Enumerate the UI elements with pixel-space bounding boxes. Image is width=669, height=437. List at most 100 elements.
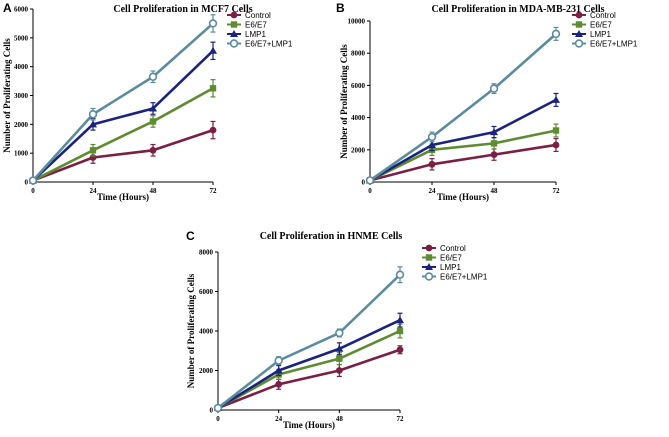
legend-label: E6/E7: [440, 254, 462, 263]
chart-title: Cell Proliferation in MDA-MB-231 Cells: [431, 4, 604, 15]
data-point: [552, 127, 560, 134]
y-tick-label: 6000: [199, 288, 214, 296]
data-point: [489, 84, 499, 93]
series-line: [32, 128, 214, 182]
y-axis-title: Number of Proliferating Cells: [186, 273, 196, 388]
data-point: [274, 356, 283, 365]
series-line: [369, 143, 557, 182]
legend-label: E6/E7+LMP1: [245, 40, 293, 49]
legend-marker: [575, 21, 583, 28]
legend-marker: [230, 11, 238, 19]
data-point: [365, 176, 375, 185]
series-line: [369, 129, 557, 182]
legend-marker: [425, 263, 433, 270]
data-point: [335, 344, 344, 352]
y-tick-label: 8000: [199, 249, 214, 257]
chart-panel-c: C Cell Proliferation in HNME Cells 0 24 48 72…: [186, 229, 488, 430]
data-point: [490, 128, 498, 136]
data-point: [149, 118, 157, 125]
x-tick-label: 0: [31, 187, 35, 195]
series-line: [32, 22, 214, 182]
legend-marker: [574, 39, 584, 48]
data-point: [396, 327, 404, 335]
data-point: [209, 46, 217, 54]
x-tick-label: 24: [429, 187, 437, 195]
data-point: [149, 104, 157, 112]
x-tick-label: 0: [368, 187, 372, 195]
data-point: [209, 85, 217, 92]
data-point: [88, 110, 98, 119]
data-point: [396, 346, 404, 354]
series-e6-e7-lmp1: [28, 14, 218, 185]
series-line: [32, 49, 214, 182]
series-line: [217, 348, 401, 410]
y-tick-label: 4000: [199, 328, 214, 336]
legend-marker: [425, 254, 433, 261]
y-tick-label: 6000: [351, 82, 366, 90]
x-tick-label: 72: [397, 415, 405, 423]
legend-label: LMP1: [245, 30, 266, 39]
x-tick-label: 24: [275, 415, 283, 423]
x-tick-label: 48: [150, 187, 158, 195]
series-e6-e7-lmp1: [213, 266, 405, 413]
y-tick-label: 2000: [14, 121, 29, 129]
y-axis-title: Number of Proliferating Cells: [339, 44, 349, 159]
legend-label: E6/E7+LMP1: [590, 40, 638, 49]
data-point: [490, 140, 498, 147]
legend-marker: [229, 39, 239, 48]
chart-panel-a: A Cell Proliferation in MCF7 Cells 0 24 48 72…: [2, 1, 293, 202]
y-tick-label: 6000: [14, 6, 29, 14]
data-point: [552, 141, 560, 149]
data-point: [208, 19, 218, 28]
legend-label: E6/E7: [245, 21, 267, 30]
data-point: [551, 29, 561, 39]
data-point: [395, 270, 405, 279]
legend-label: E6/E7: [590, 21, 612, 30]
y-tick-label: 4000: [14, 63, 29, 71]
y-axis-title: Number of Proliferating Cells: [2, 38, 12, 153]
legend-marker: [230, 21, 238, 28]
series-line: [369, 98, 557, 182]
data-point: [89, 120, 97, 128]
data-point: [428, 140, 436, 148]
data-point: [149, 146, 157, 154]
y-tick-label: 2000: [199, 367, 214, 375]
legend-marker: [230, 30, 238, 37]
panel-letter: C: [186, 229, 195, 243]
chart-panel-b: B Cell Proliferation in MDA-MB-231 Cells 0…: [336, 1, 638, 202]
x-tick-label: 72: [553, 187, 561, 195]
legend-label: Control: [245, 11, 271, 20]
y-tick-label: 3000: [14, 92, 29, 100]
y-tick-label: 4000: [351, 114, 366, 122]
legend-marker: [424, 272, 434, 281]
data-point: [275, 380, 283, 388]
data-point: [336, 355, 343, 362]
x-tick-label: 48: [336, 415, 344, 423]
legend-marker: [575, 11, 583, 19]
legend-label: Control: [590, 11, 616, 20]
y-tick-label: 10000: [348, 18, 366, 26]
legend-label: LMP1: [440, 263, 461, 272]
series-line: [217, 318, 401, 410]
x-axis-title: Time (Hours): [97, 192, 149, 202]
x-axis-title: Time (Hours): [283, 420, 335, 430]
y-tick-label: 2000: [351, 146, 366, 154]
x-tick-label: 72: [210, 187, 218, 195]
data-point: [428, 160, 436, 168]
chart-title: Cell Proliferation in MCF7 Cells: [113, 4, 252, 15]
data-point: [335, 367, 343, 374]
series-line: [369, 32, 557, 182]
data-point: [148, 72, 158, 81]
series-line: [217, 329, 401, 410]
legend-marker: [575, 30, 583, 37]
legend-label: E6/E7+LMP1: [440, 273, 488, 282]
data-point: [335, 328, 344, 338]
panel-letter: B: [336, 1, 345, 15]
y-tick-label: 0: [210, 407, 214, 415]
y-tick-label: 0: [362, 179, 366, 187]
